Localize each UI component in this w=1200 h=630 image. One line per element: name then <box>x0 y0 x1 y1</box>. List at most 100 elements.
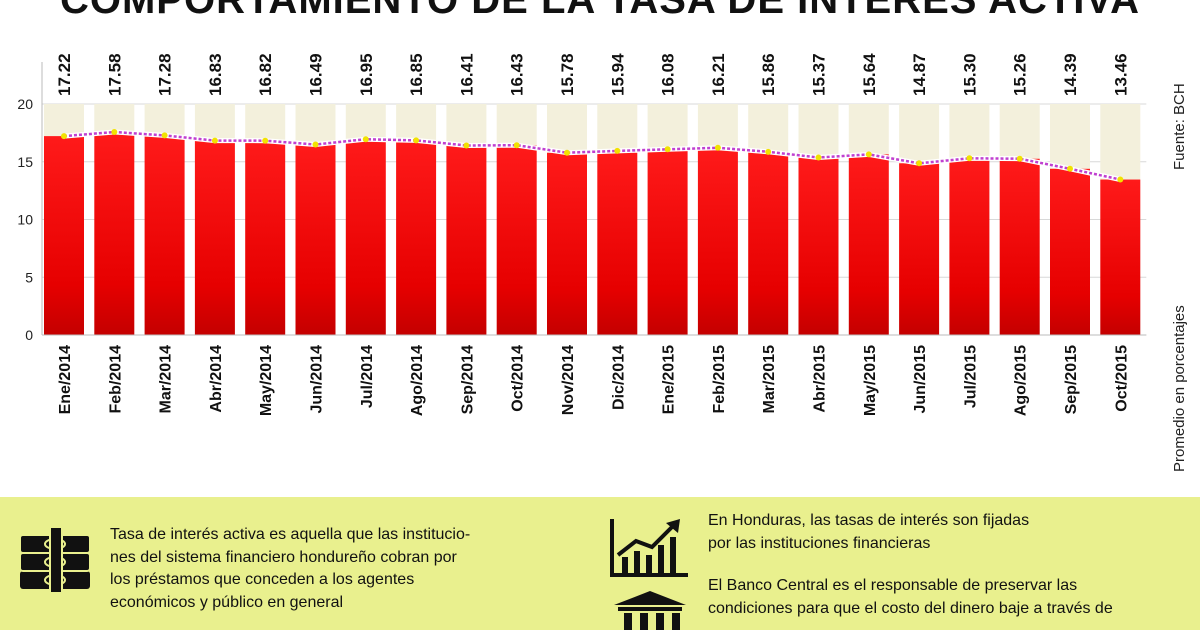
y-tick-label: 10 <box>17 212 33 228</box>
x-tick-label: Jul/2015 <box>962 345 979 408</box>
x-tick-label: Mar/2015 <box>761 345 778 414</box>
bar <box>446 145 487 335</box>
bar <box>496 145 537 335</box>
x-tick-label: Oct/2014 <box>510 345 527 412</box>
value-label: 15.78 <box>558 53 577 96</box>
value-label-band <box>999 104 1040 159</box>
bar <box>295 144 336 335</box>
value-label-band <box>899 104 940 164</box>
info-left-line: económicos y público en general <box>110 593 344 611</box>
value-label: 16.82 <box>256 53 275 96</box>
value-label: 16.49 <box>307 53 326 96</box>
value-label: 15.94 <box>608 53 627 96</box>
rates-info-text: En Honduras, las tasas de interés son fi… <box>708 510 1188 555</box>
value-label: 15.64 <box>860 53 879 96</box>
value-label: 13.46 <box>1111 53 1130 96</box>
bar <box>547 152 587 335</box>
data-marker <box>111 128 118 135</box>
value-label-band <box>798 104 839 158</box>
value-label: 16.41 <box>457 53 476 96</box>
bar <box>597 150 638 335</box>
trend-line-layer <box>61 128 1124 183</box>
value-label-band <box>295 104 336 145</box>
bar <box>1100 179 1141 335</box>
info-left-line: los préstamos que conceden a los agentes <box>110 571 415 588</box>
x-tick-label: Sep/2015 <box>1063 345 1080 414</box>
data-marker <box>714 144 721 151</box>
data-marker <box>262 137 269 144</box>
bar <box>144 135 185 335</box>
chart-title: COMPORTAMIENTO DE LA TASA DE INTERÉS ACT… <box>59 0 1141 22</box>
y-tick-label: 15 <box>17 154 33 170</box>
value-label: 17.22 <box>55 53 74 96</box>
data-marker <box>765 148 772 155</box>
value-label-band <box>949 104 990 159</box>
x-tick-label: Feb/2014 <box>107 345 124 414</box>
data-marker <box>1067 165 1073 172</box>
bar <box>1050 168 1090 335</box>
bar <box>345 139 386 335</box>
x-tick-label: Ene/2015 <box>661 345 678 414</box>
money-stack-icon <box>19 526 91 594</box>
value-label: 17.28 <box>156 53 175 96</box>
data-marker <box>513 142 520 149</box>
value-label-band <box>547 104 587 153</box>
info-panel: Tasa de interés activa es aquella que la… <box>0 497 1200 630</box>
data-marker <box>966 155 973 162</box>
data-marker <box>564 149 570 156</box>
value-label: 16.83 <box>206 53 225 96</box>
data-marker <box>916 160 923 167</box>
bar-chart: 17.22 Ene/2014 17.58 Feb/2014 17.28 Mar/2014 1… <box>17 53 1147 416</box>
data-marker <box>614 147 621 154</box>
y-tick-label: 5 <box>25 269 33 285</box>
value-label: 17.58 <box>105 53 124 96</box>
value-label-band <box>396 104 437 141</box>
value-label-band <box>144 104 185 136</box>
x-tick-label: Abr/2015 <box>812 345 829 413</box>
data-marker <box>362 136 369 143</box>
info-right-1-line: por las instituciones financieras <box>708 534 931 552</box>
x-tick-label: Oct/2015 <box>1113 345 1130 412</box>
info-right-2-line: condiciones para que el costo del dinero… <box>708 599 1113 617</box>
value-label: 16.21 <box>709 53 728 96</box>
bar <box>44 136 84 335</box>
x-tick-label: Dic/2014 <box>610 345 627 410</box>
info-left-line: nes del sistema financiero hondureño cob… <box>110 548 457 566</box>
axes: 0 5 10 15 20 <box>17 62 1147 343</box>
bar <box>848 154 889 335</box>
value-label: 15.30 <box>960 53 979 96</box>
value-label: 16.95 <box>357 53 376 96</box>
x-tick-label: Abr/2014 <box>208 345 225 413</box>
value-label-band <box>748 104 789 152</box>
data-marker <box>815 154 822 161</box>
x-tick-label: Ago/2014 <box>409 345 426 416</box>
bar <box>396 140 437 335</box>
value-label-band <box>848 104 889 155</box>
source-label: Fuente: BCH <box>1171 83 1188 170</box>
value-label-band <box>345 104 386 140</box>
value-label-band <box>194 104 235 141</box>
value-label-band <box>446 104 487 146</box>
value-label-band <box>1050 104 1090 169</box>
value-label-band <box>496 104 537 146</box>
data-marker <box>211 137 218 144</box>
data-marker <box>61 133 67 140</box>
bank-building-icon <box>614 591 686 630</box>
x-tick-label: Jul/2014 <box>359 345 376 408</box>
value-label: 15.37 <box>810 53 829 96</box>
bar <box>697 147 738 335</box>
bar <box>194 140 235 335</box>
data-marker <box>1016 155 1023 162</box>
trend-line <box>63 130 1121 181</box>
data-marker <box>161 132 168 139</box>
x-tick-label: Ene/2014 <box>57 345 74 414</box>
bar <box>798 157 839 335</box>
bar <box>899 163 940 335</box>
value-label: 14.39 <box>1061 53 1080 96</box>
x-tick-label: Mar/2014 <box>158 345 175 414</box>
data-marker <box>463 142 470 149</box>
value-label-band <box>44 104 84 137</box>
x-tick-label: Feb/2015 <box>711 345 728 414</box>
data-marker <box>413 137 420 144</box>
info-right-1-line: En Honduras, las tasas de interés son fi… <box>708 512 1030 529</box>
